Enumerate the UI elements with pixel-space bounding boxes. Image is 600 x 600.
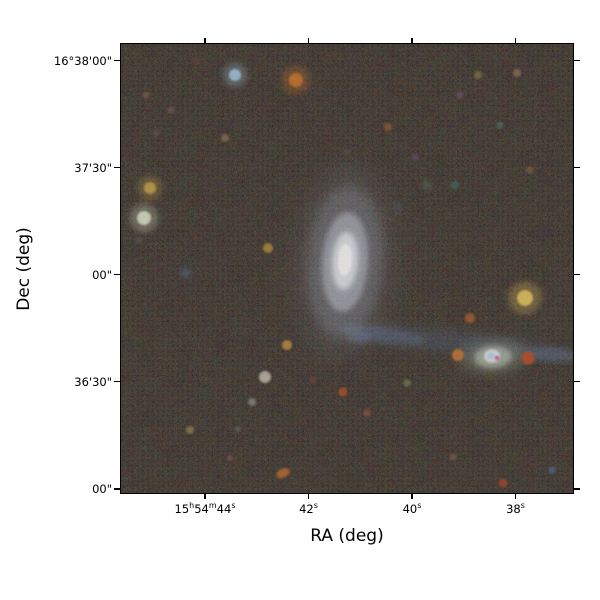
y-tick-left	[114, 273, 120, 276]
y-axis-title: Dec (deg)	[14, 227, 34, 311]
y-tick-label: 00"	[92, 482, 112, 496]
y-tick-left	[114, 166, 120, 169]
x-tick-bottom	[307, 494, 310, 499]
y-tick-left	[114, 488, 120, 490]
x-tick-top	[514, 38, 517, 43]
plot-area	[120, 43, 574, 494]
x-tick-label: 40s	[402, 501, 422, 516]
y-tick-right	[574, 488, 580, 490]
x-tick-label: 15h54m44s	[174, 501, 236, 516]
sky-noise-overlay	[121, 44, 573, 493]
x-tick-top	[411, 38, 413, 43]
y-tick-right	[574, 166, 580, 169]
x-tick-bottom	[411, 494, 413, 499]
sky-image-svg	[121, 44, 573, 493]
x-tick-top	[204, 38, 206, 43]
x-tick-bottom	[514, 494, 517, 499]
y-tick-left	[114, 59, 120, 62]
y-tick-right	[574, 273, 580, 276]
x-tick-label: 42s	[299, 501, 318, 516]
y-tick-label: 00"	[92, 267, 112, 282]
y-tick-left	[114, 380, 120, 383]
x-tick-bottom	[204, 494, 206, 499]
x-axis-title: RA (deg)	[310, 526, 384, 546]
y-tick-label: 36'30"	[74, 374, 112, 389]
y-tick-label: 37'30"	[74, 160, 112, 175]
y-tick-right	[574, 59, 580, 62]
x-tick-label: 38s	[506, 501, 525, 516]
y-tick-label: 16°38'00"	[53, 53, 112, 68]
y-tick-right	[574, 380, 580, 383]
x-tick-top	[307, 38, 310, 43]
